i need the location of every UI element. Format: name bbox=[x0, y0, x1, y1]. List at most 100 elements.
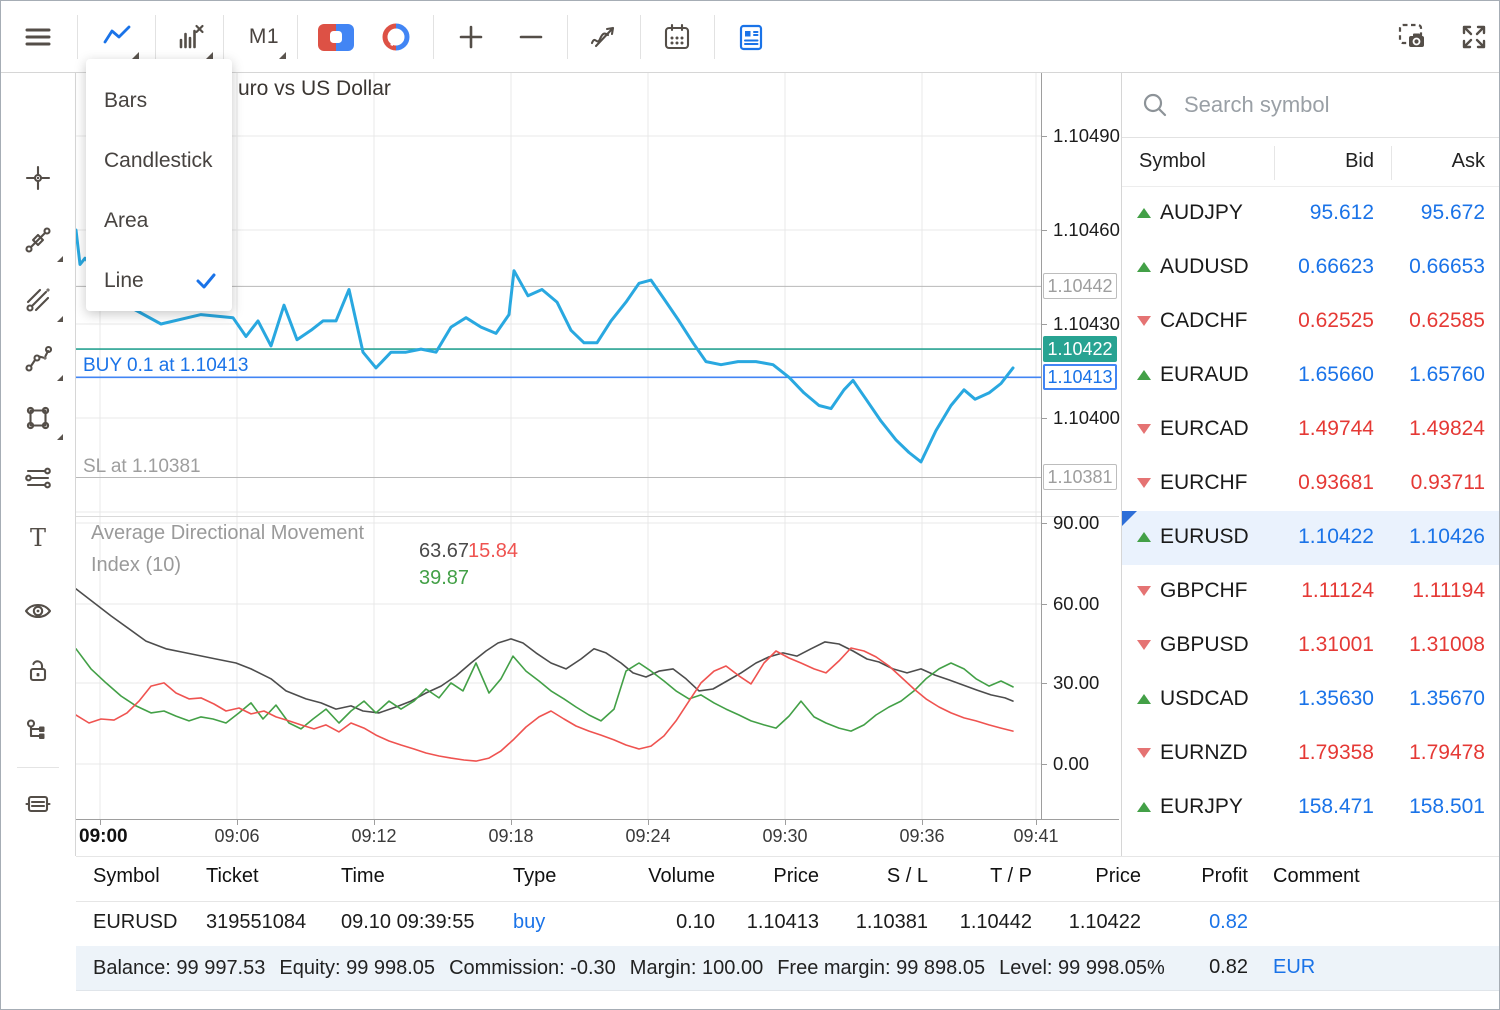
column-header-symbol[interactable]: Symbol bbox=[1139, 150, 1206, 173]
timeframe-label: M1 bbox=[249, 25, 279, 49]
positions-col-profit: Profit bbox=[1201, 865, 1248, 888]
symbol-row-eurchf[interactable]: EURCHF0.936810.93711 bbox=[1122, 457, 1500, 511]
price-axis-label: 1.10490 bbox=[1053, 125, 1120, 147]
panel-divider bbox=[76, 856, 1500, 857]
bid-price: 95.612 bbox=[1310, 201, 1374, 225]
camera-screenshot-icon bbox=[1397, 21, 1429, 53]
polyline-tool-button[interactable] bbox=[16, 337, 60, 381]
positions-col-price2: Price bbox=[1095, 865, 1141, 888]
ask-price: 1.79478 bbox=[1409, 741, 1485, 765]
adx-axis-label: 30.00 bbox=[1053, 672, 1099, 694]
dropdown-corner-icon bbox=[57, 256, 63, 262]
minus-di-value: 15.84 bbox=[468, 540, 518, 563]
column-header-ask[interactable]: Ask bbox=[1452, 150, 1485, 173]
fibonacci-icon bbox=[24, 226, 52, 254]
account-status-bar: Balance: 99 997.53 Equity: 99 998.05 Com… bbox=[76, 946, 1500, 991]
symbol-row-eurnzd[interactable]: EURNZD1.793581.79478 bbox=[1122, 727, 1500, 781]
object-list-button[interactable] bbox=[16, 709, 60, 753]
trendline-tool-button[interactable] bbox=[16, 278, 60, 322]
trade-dialog-button[interactable] bbox=[16, 782, 60, 826]
symbol-row-audusd[interactable]: AUDUSD0.666230.66653 bbox=[1122, 241, 1500, 295]
symbol-row-usdcad[interactable]: USDCAD1.356301.35670 bbox=[1122, 673, 1500, 727]
eye-icon bbox=[24, 597, 52, 625]
fibonacci-tool-button[interactable] bbox=[16, 218, 60, 262]
chart-type-button[interactable] bbox=[95, 15, 139, 59]
bid-price: 1.11124 bbox=[1301, 579, 1374, 603]
dropdown-item-candlestick[interactable]: Candlestick bbox=[86, 131, 232, 191]
news-button[interactable] bbox=[729, 15, 773, 59]
dropdown-item-bars[interactable]: Bars bbox=[86, 71, 232, 131]
timeframe-button[interactable]: M1 bbox=[242, 15, 286, 59]
up-triangle-icon bbox=[1137, 532, 1151, 542]
price-axis-label: 1.10430 bbox=[1053, 313, 1120, 335]
search-icon bbox=[1142, 92, 1168, 118]
adx-indicator-canvas[interactable] bbox=[76, 516, 1041, 819]
one-click-trading-button[interactable] bbox=[314, 15, 358, 59]
bid-price: 1.10422 bbox=[1298, 525, 1374, 549]
bid-price: 158.471 bbox=[1298, 795, 1374, 819]
time-axis[interactable]: 09:00 09:06 09:12 09:18 09:24 09:30 09:3… bbox=[76, 820, 1119, 856]
zoom-out-button[interactable] bbox=[509, 15, 553, 59]
screenshot-button[interactable] bbox=[1391, 15, 1435, 59]
symbol-row-audjpy[interactable]: AUDJPY95.61295.672 bbox=[1122, 187, 1500, 241]
ask-price: 1.49824 bbox=[1409, 417, 1485, 441]
symbol-row-cadchf[interactable]: CADCHF0.625250.62585 bbox=[1122, 295, 1500, 349]
dropdown-item-line[interactable]: Line bbox=[86, 251, 232, 311]
symbol-search bbox=[1122, 73, 1500, 138]
symbol-row-gbpusd[interactable]: GBPUSD1.310011.31008 bbox=[1122, 619, 1500, 673]
dropdown-item-area[interactable]: Area bbox=[86, 191, 232, 251]
time-label: 09:30 bbox=[755, 826, 815, 847]
column-header-bid[interactable]: Bid bbox=[1345, 150, 1374, 173]
fullscreen-button[interactable] bbox=[1452, 15, 1496, 59]
up-triangle-icon bbox=[1137, 694, 1151, 704]
crosshair-tool-button[interactable] bbox=[16, 156, 60, 200]
toolbar-separator bbox=[433, 15, 434, 59]
sidebar-divider bbox=[17, 767, 59, 768]
price-tick bbox=[1041, 683, 1047, 684]
time-label: 09:00 bbox=[79, 826, 149, 848]
adx-axis-label: 0.00 bbox=[1053, 753, 1089, 775]
zoom-in-button[interactable] bbox=[449, 15, 493, 59]
lock-button[interactable] bbox=[16, 649, 60, 693]
symbol-row-gbpchf[interactable]: GBPCHF1.111241.11194 bbox=[1122, 565, 1500, 619]
text-tool-button[interactable]: T bbox=[16, 516, 60, 560]
minus-icon bbox=[516, 22, 546, 52]
ask-price: 0.93711 bbox=[1411, 471, 1485, 495]
down-triangle-icon bbox=[1137, 640, 1151, 650]
time-label: 09:06 bbox=[207, 826, 267, 847]
plus-di-value: 39.87 bbox=[419, 567, 469, 590]
trade-box-icon bbox=[24, 790, 52, 818]
levels-tool-button[interactable] bbox=[16, 456, 60, 500]
down-triangle-icon bbox=[1137, 748, 1151, 758]
indicator-name-line1: Average Directional Movement bbox=[91, 522, 364, 545]
price-tick bbox=[1041, 136, 1047, 137]
symbol-row-euraud[interactable]: EURAUD1.656601.65760 bbox=[1122, 349, 1500, 403]
equity-item: Equity: 99 998.05 bbox=[279, 957, 435, 980]
current-price-tag: 1.10422 bbox=[1043, 336, 1117, 362]
price-tick bbox=[1041, 764, 1047, 765]
indicator-remove-button[interactable] bbox=[169, 15, 213, 59]
symbol-name: EURNZD bbox=[1160, 741, 1248, 765]
time-tick bbox=[648, 820, 649, 825]
panel-separator[interactable] bbox=[76, 516, 1119, 517]
depth-of-market-button[interactable] bbox=[374, 15, 418, 59]
polyline-icon bbox=[24, 345, 52, 373]
time-tick bbox=[1036, 820, 1037, 825]
calendar-button[interactable] bbox=[655, 15, 699, 59]
symbol-name: EURJPY bbox=[1160, 795, 1243, 819]
visibility-button[interactable] bbox=[16, 589, 60, 633]
symbol-row-eurusd-selected[interactable]: EURUSD1.104221.10426 bbox=[1122, 511, 1500, 565]
menu-button[interactable] bbox=[16, 15, 60, 59]
price-axis-label: 1.10460 bbox=[1053, 219, 1120, 241]
calendar-icon bbox=[662, 22, 692, 52]
symbol-row-eurcad[interactable]: EURCAD1.497441.49824 bbox=[1122, 403, 1500, 457]
price-scale[interactable]: 1.10490 1.10460 1.10430 1.10400 1.10442 … bbox=[1041, 73, 1119, 856]
position-volume: 0.10 bbox=[676, 911, 715, 934]
position-time: 09.10 09:39:55 bbox=[341, 911, 474, 934]
commission-item: Commission: -0.30 bbox=[449, 957, 616, 980]
symbol-row-eurjpy[interactable]: EURJPY158.471158.501 bbox=[1122, 781, 1500, 835]
dropdown-corner-icon bbox=[132, 52, 139, 59]
shapes-tool-button[interactable] bbox=[16, 396, 60, 440]
indicators-button[interactable] bbox=[581, 15, 625, 59]
search-input[interactable] bbox=[1184, 92, 1464, 118]
